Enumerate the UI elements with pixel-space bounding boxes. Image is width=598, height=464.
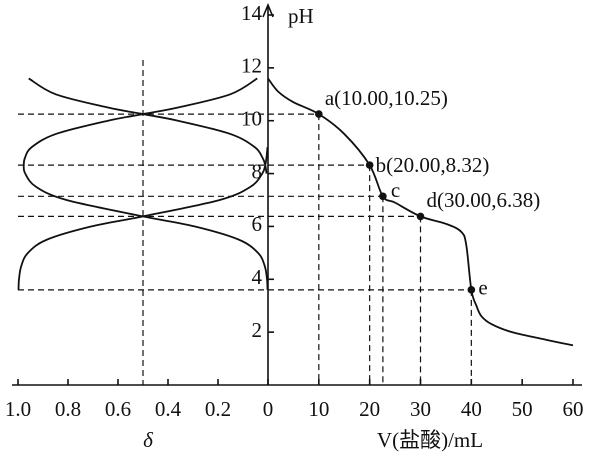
x-tick-label: 40 bbox=[461, 397, 482, 421]
y-tick-label: 6 bbox=[252, 212, 263, 236]
y-tick-label: 14 bbox=[241, 1, 263, 25]
x-axis-label: V(盐酸)/mL bbox=[377, 428, 483, 452]
delta-tick-label: 1.0 bbox=[5, 397, 31, 421]
point-label: a(10.00,10.25) bbox=[325, 86, 448, 110]
delta-tick-label: 0.6 bbox=[105, 397, 131, 421]
delta-tick-label: 0.8 bbox=[55, 397, 81, 421]
delta-curve bbox=[17, 147, 269, 290]
x-tick-label: 10 bbox=[308, 397, 329, 421]
delta-tick-label: 0.2 bbox=[205, 397, 231, 421]
x-tick-label: 60 bbox=[563, 397, 584, 421]
x-tick-label: 0 bbox=[263, 397, 274, 421]
y-tick-label: 10 bbox=[241, 107, 262, 131]
y-tick-label: 8 bbox=[252, 159, 263, 183]
y-axis-label: pH bbox=[288, 4, 314, 28]
point-label: d(30.00,6.38) bbox=[427, 188, 541, 212]
y-tick-label: 2 bbox=[252, 318, 263, 342]
y-axis-arrow bbox=[262, 2, 274, 18]
point-label: e bbox=[478, 276, 487, 300]
y-tick-label: 4 bbox=[252, 265, 263, 289]
delta-tick-label: 0.4 bbox=[155, 397, 182, 421]
delta-curve bbox=[28, 77, 268, 174]
y-tick-label: 12 bbox=[241, 54, 262, 78]
x-tick-label: 30 bbox=[410, 397, 431, 421]
point bbox=[467, 286, 476, 294]
point-label: c bbox=[391, 178, 400, 202]
point bbox=[416, 212, 425, 221]
x-tick-label: 20 bbox=[359, 397, 380, 421]
point-label: b(20.00,8.32) bbox=[376, 153, 490, 177]
delta-axis-label: δ bbox=[143, 428, 154, 452]
point bbox=[315, 110, 323, 118]
x-tick-label: 50 bbox=[512, 397, 533, 421]
point bbox=[379, 192, 387, 201]
point bbox=[365, 161, 374, 169]
delta-curve bbox=[22, 77, 269, 290]
